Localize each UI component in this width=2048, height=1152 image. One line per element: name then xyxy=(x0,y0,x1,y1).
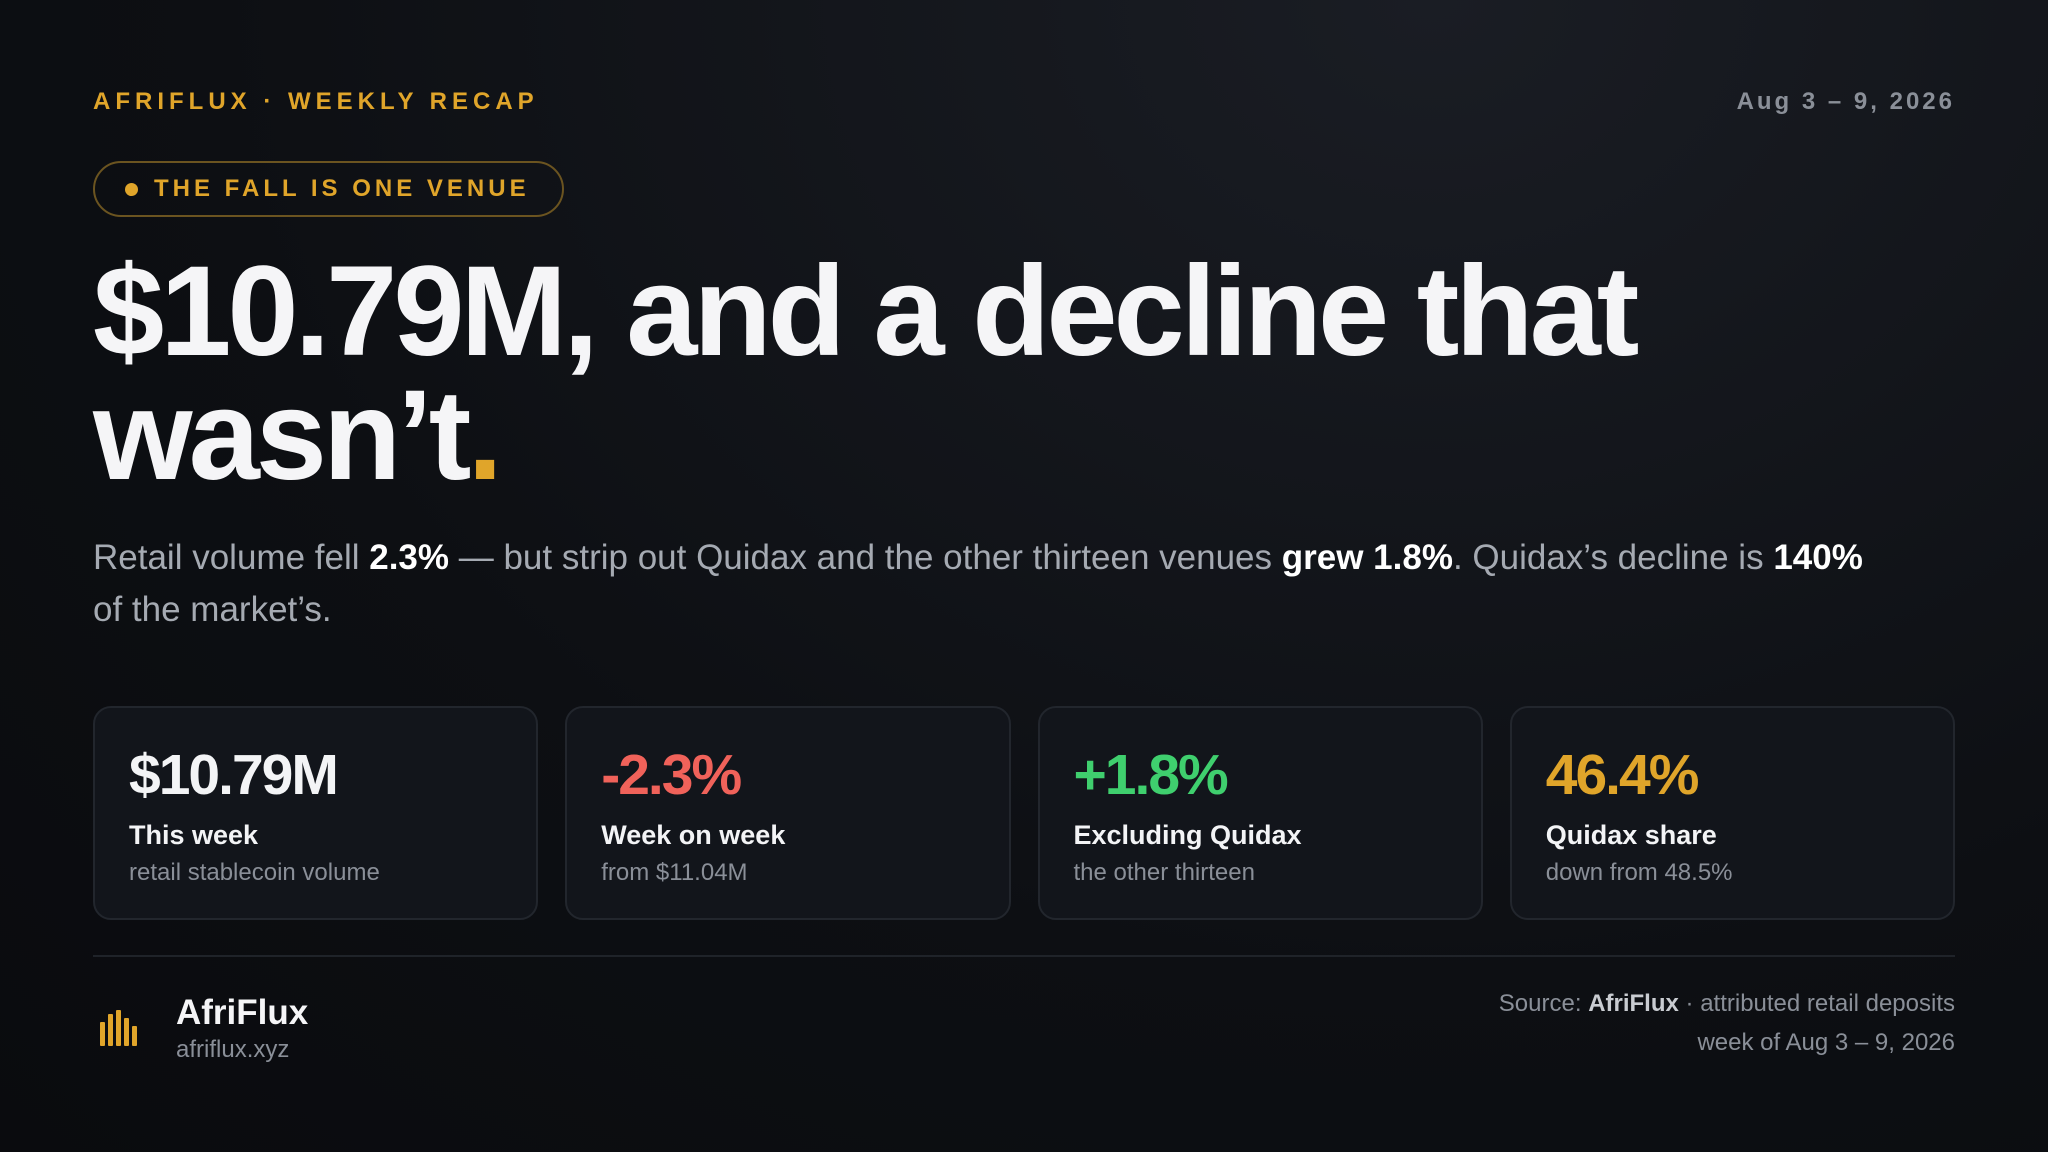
stat-label: Excluding Quidax xyxy=(1073,820,1302,850)
stat-sub: retail stablecoin volume xyxy=(129,859,380,886)
text-run: of the market’s. xyxy=(93,590,332,629)
badge: THE FALL IS ONE VENUE xyxy=(93,161,564,217)
stat-label: This week xyxy=(129,820,259,850)
source-period: week of Aug 3 – 9, 2026 xyxy=(1697,1029,1955,1056)
stat-value: $10.79M xyxy=(129,743,339,807)
source-note: Source: AfriFlux · attributed retail dep… xyxy=(1499,990,1955,1018)
text-run: · attributed retail deposits xyxy=(1678,990,1955,1017)
badge-text: THE FALL IS ONE VENUE xyxy=(154,175,530,202)
stat-card: -2.3% Week on week from $11.04M xyxy=(565,706,1011,920)
text-run: — but strip out Quidax and the other thi… xyxy=(449,538,1282,577)
footer-name: AfriFlux xyxy=(176,993,309,1032)
emphasis: AfriFlux xyxy=(1588,990,1679,1017)
date-range: Aug 3 – 9, 2026 xyxy=(1736,88,1955,115)
stat-label: Week on week xyxy=(601,820,786,850)
stat-card: $10.79M This week retail stablecoin volume xyxy=(93,706,539,920)
stat-sub: the other thirteen xyxy=(1073,859,1255,886)
headline: $10.79M, and a decline that wasn’t. xyxy=(93,248,1793,500)
divider xyxy=(93,955,1955,957)
emphasis: grew 1.8% xyxy=(1281,538,1453,577)
badge-dot xyxy=(125,182,138,196)
headline-accent: . xyxy=(467,364,503,507)
text-run: Source: xyxy=(1498,990,1589,1017)
stat-sub: from $11.04M xyxy=(601,859,748,886)
footer-url: afriflux.xyz xyxy=(176,1036,290,1063)
stat-sub: down from 48.5% xyxy=(1545,859,1733,886)
emphasis: 140% xyxy=(1773,538,1863,577)
stat-label: Quidax share xyxy=(1545,820,1717,850)
text-run: Retail volume fell xyxy=(93,538,370,577)
headline-text: $10.79M, and a decline that wasn’t xyxy=(93,240,1639,507)
subtitle: Retail volume fell 2.3% — but strip out … xyxy=(93,532,1873,636)
stat-value: 46.4% xyxy=(1545,743,1700,807)
brand-header: AFRIFLUX · WEEKLY RECAP xyxy=(93,88,539,115)
logo-icon xyxy=(100,1010,137,1046)
stat-card: 46.4% Quidax share down from 48.5% xyxy=(1509,706,1955,920)
stat-value: -2.3% xyxy=(601,743,742,807)
emphasis: 2.3% xyxy=(369,538,450,577)
text-run: . Quidax’s decline is xyxy=(1452,538,1774,577)
stat-card: +1.8% Excluding Quidax the other thirteen xyxy=(1037,706,1483,920)
stat-cards: $10.79M This week retail stablecoin volume… xyxy=(93,706,1955,920)
stat-value: +1.8% xyxy=(1073,743,1229,807)
